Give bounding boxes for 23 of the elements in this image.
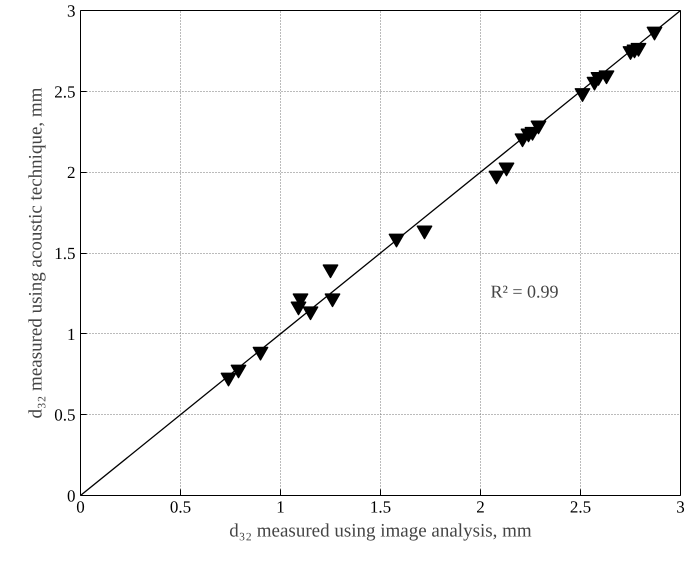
y-tick-label: 3 [67,2,76,20]
x-tick-label: 1.5 [370,498,392,516]
point [290,302,306,316]
point [498,162,514,176]
y-tick-label: 2.5 [54,82,76,102]
y-tick-label: 0.5 [54,406,76,425]
x-tick-label: 1 [276,498,285,516]
y-tick-label: 1.5 [54,244,76,263]
point [488,170,504,185]
point [322,264,338,278]
y-tick-label: 2 [67,163,76,182]
point [574,88,590,102]
x-tick-label: 2.5 [570,498,592,516]
x-axis-title: d₃₂ measured using image analysis, mm [229,520,532,542]
y-axis-title: d₃₂ measured using acoustic technique, mm [25,87,46,418]
point [416,226,432,240]
annotation: R² = 0.99 [490,282,559,302]
x-tick-label: 2 [476,498,485,516]
x-tick-label: 3 [676,498,685,516]
y-tick-label: 1 [67,324,76,344]
x-tick-label: 0.5 [170,498,192,516]
point [324,293,340,308]
point [598,70,614,84]
